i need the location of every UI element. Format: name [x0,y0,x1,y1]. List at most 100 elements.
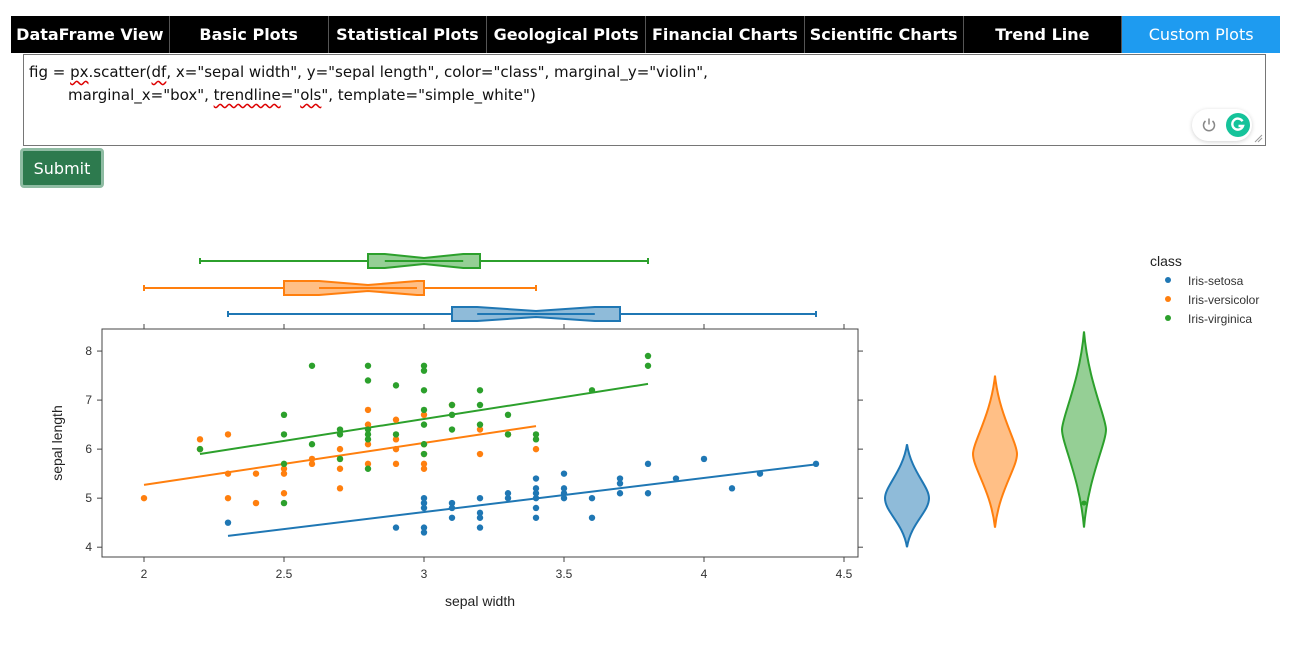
trend-line [228,464,816,536]
data-point [449,505,455,511]
legend-title: class [1150,253,1182,269]
violin-body [1062,331,1106,527]
data-point [421,407,427,413]
data-point [589,387,595,393]
violin-body [973,376,1017,528]
data-point [645,461,651,467]
marginal-violin-plots [885,331,1106,547]
data-point [281,490,287,496]
data-point [365,407,371,413]
axes: 2 2.5 3 3.5 4 4.545678 [85,324,863,581]
data-point [645,490,651,496]
data-point [421,367,427,373]
data-point [449,515,455,521]
y-tick-label: 5 [85,491,92,505]
data-point [365,363,371,369]
y-axis-label: sepal length [49,405,65,481]
data-point [701,456,707,462]
data-point [393,446,399,452]
data-point [477,387,483,393]
legend-marker [1165,296,1171,302]
data-point [561,485,567,491]
data-point [197,436,203,442]
data-point [281,431,287,437]
data-point [337,466,343,472]
y-tick-label: 4 [85,540,92,554]
data-point [393,461,399,467]
data-point [393,431,399,437]
data-point [477,451,483,457]
plot-frame [102,329,858,557]
data-point [281,412,287,418]
data-point [253,470,259,476]
data-point [533,515,539,521]
data-point [393,417,399,423]
x-tick-label: 2 [141,567,148,581]
marginal-box-plots [144,254,816,321]
data-point [225,519,231,525]
y-tick-label: 8 [85,344,92,358]
data-point [253,500,259,506]
legend-item-label: Iris-setosa [1188,274,1244,288]
data-point [505,431,511,437]
data-point [477,421,483,427]
data-point [645,363,651,369]
data-point [393,382,399,388]
data-point [337,485,343,491]
data-point [225,495,231,501]
data-point [309,461,315,467]
data-point [477,495,483,501]
data-point [281,461,287,467]
data-point [673,475,679,481]
x-tick-label: 2.5 [276,567,293,581]
legend: class Iris-setosa Iris-versicolor Iris-vir… [1150,253,1259,326]
data-point [309,441,315,447]
data-point [449,412,455,418]
data-point [589,515,595,521]
data-point [421,495,427,501]
data-point [225,431,231,437]
data-point [533,446,539,452]
data-point [421,529,427,535]
violin-outlier [1082,501,1087,506]
data-point [533,475,539,481]
data-point [477,515,483,521]
x-axis-label: sepal width [445,593,515,609]
data-point [421,387,427,393]
data-point [477,524,483,530]
data-point [561,470,567,476]
data-point [421,451,427,457]
data-point [197,446,203,452]
data-point [421,461,427,467]
data-point [617,490,623,496]
x-tick-label: 3.5 [556,567,573,581]
legend-marker [1165,315,1171,321]
data-point [729,485,735,491]
data-point [281,500,287,506]
violin-body [885,444,929,547]
data-point [505,490,511,496]
data-point [589,495,595,501]
legend-item-label: Iris-virginica [1188,312,1252,326]
data-point [281,470,287,476]
data-point [337,446,343,452]
x-tick-label: 3 [421,567,428,581]
data-point [421,421,427,427]
data-point [337,431,343,437]
data-point [421,441,427,447]
legend-marker [1165,277,1171,283]
x-tick-label: 4.5 [836,567,853,581]
y-tick-label: 6 [85,442,92,456]
data-point [309,363,315,369]
data-point [141,495,147,501]
data-point [533,436,539,442]
data-point [337,456,343,462]
data-point [225,470,231,476]
data-point [533,485,539,491]
x-tick-label: 4 [701,567,708,581]
data-point [365,436,371,442]
data-point [393,524,399,530]
data-point [645,353,651,359]
legend-item-label: Iris-versicolor [1188,293,1259,307]
